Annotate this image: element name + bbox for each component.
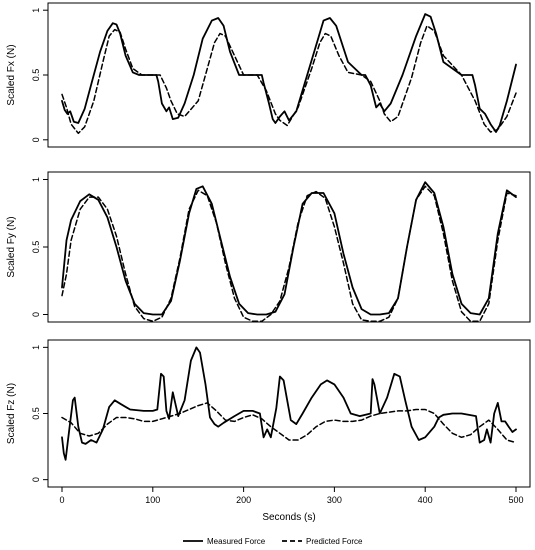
predicted-force-line: [61, 25, 517, 135]
x-tick-label: 200: [236, 495, 251, 505]
chart-panel-2: 0 0.5 1 Scaled Fy (N): [6, 171, 531, 323]
measured-force-line: [61, 346, 517, 461]
y-axis-title: Scaled Fy (N): [6, 216, 17, 277]
x-tick-label: 0: [59, 495, 64, 505]
y-axis-title: Scaled Fz (N): [6, 383, 17, 444]
y-tick-label: 0: [31, 477, 41, 482]
x-tick-label: 400: [418, 495, 433, 505]
measured-force-line: [61, 13, 517, 133]
y-axis-title: Scaled Fx (N): [6, 44, 17, 105]
x-axis-title: Seconds (s): [262, 512, 315, 523]
x-tick-label: 100: [145, 495, 160, 505]
y-tick-label: 1: [31, 8, 41, 13]
legend-label-measured: Measured Force: [207, 537, 266, 546]
legend-label-predicted: Predicted Force: [306, 537, 363, 546]
x-tick-label: 500: [508, 495, 523, 505]
y-tick-label: 0: [31, 137, 41, 142]
chart-panels: 0 0.5 1 Scaled Fx (N) 0 0.5 1 Scaled Fy (N) 0 0.5…: [6, 2, 531, 523]
chart-panel-1: 0 0.5 1 Scaled Fx (N): [6, 2, 531, 148]
y-tick-label: 0.5: [31, 69, 41, 82]
predicted-force-line: [61, 185, 517, 323]
x-tick-label: 300: [327, 495, 342, 505]
y-tick-label: 1: [31, 177, 41, 182]
chart-legend: Measured Force Predicted Force: [183, 537, 363, 546]
plot-frame: [47, 2, 531, 148]
y-tick-label: 0.5: [31, 241, 41, 254]
measured-force-line: [61, 181, 517, 316]
y-tick-label: 1: [31, 345, 41, 350]
predicted-force-line: [61, 402, 517, 444]
y-tick-label: 0: [31, 312, 41, 317]
y-tick-label: 0.5: [31, 407, 41, 420]
chart-panel-3: 0 0.5 1 Scaled Fz (N) 0 100 200 300 400 500 Second…: [6, 339, 531, 523]
